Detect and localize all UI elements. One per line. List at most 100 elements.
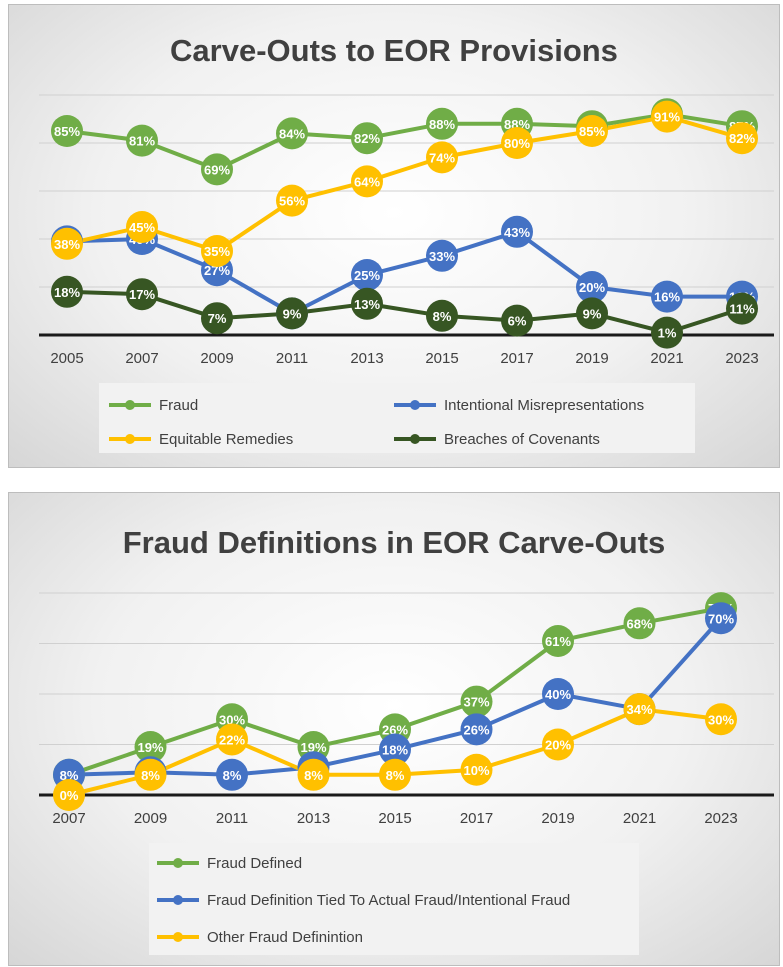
data-point (705, 602, 737, 635)
data-point (351, 287, 383, 320)
data-label: 30% (708, 712, 734, 727)
data-label: 81% (129, 134, 155, 149)
data-label: 8% (433, 309, 452, 324)
x-tick-label: 2011 (276, 350, 308, 367)
x-tick-label: 2023 (725, 350, 758, 367)
data-label: 7% (208, 311, 227, 326)
data-label: 88% (429, 117, 455, 132)
legend-marker (173, 932, 183, 942)
data-label: 33% (429, 249, 455, 264)
legend-marker (125, 400, 135, 410)
data-point (201, 153, 233, 186)
data-label: 85% (579, 124, 605, 139)
x-tick-label: 2009 (200, 350, 233, 367)
data-label: 88% (504, 117, 530, 132)
data-point (134, 731, 167, 764)
data-label: 11% (729, 302, 755, 317)
data-label: 22% (219, 732, 245, 747)
data-label: 85% (54, 124, 80, 139)
data-point (216, 758, 248, 791)
x-tick-label: 2007 (52, 810, 85, 827)
data-point (542, 728, 574, 761)
x-tick-label: 2021 (650, 350, 683, 367)
data-label: 17% (129, 287, 155, 302)
data-point (542, 678, 574, 710)
legend-label: Equitable Remedies (159, 431, 293, 448)
legend-marker (173, 895, 183, 905)
data-point (134, 758, 167, 791)
chart-panel-carve-outs: Carve-Outs to EOR Provisions 2005 2007 200… (8, 4, 780, 468)
data-point (126, 211, 158, 243)
legend-label: Breaches of Covenants (444, 431, 600, 448)
legend-marker (125, 434, 135, 444)
data-point (379, 733, 411, 766)
data-point (460, 685, 493, 718)
data-point (276, 184, 308, 217)
chart-carve-outs: Carve-Outs to EOR Provisions 2005 2007 200… (39, 33, 774, 453)
data-point (623, 693, 656, 726)
chart-panel-fraud-definitions: Fraud Definitions in EOR Carve-Outs 2007… (8, 492, 780, 966)
data-label: 82% (729, 131, 755, 146)
data-label: 8% (141, 768, 160, 783)
data-label: 74% (429, 150, 455, 165)
data-label: 91% (654, 110, 680, 125)
data-label: 26% (382, 722, 408, 737)
x-tick-label: 2011 (216, 810, 248, 827)
data-label: 8% (386, 768, 405, 783)
data-label: 35% (204, 244, 230, 259)
data-point (460, 753, 493, 786)
data-point (460, 713, 493, 746)
data-label: 9% (283, 306, 302, 321)
data-point (51, 275, 83, 308)
legend-box (149, 843, 639, 955)
series-line-1 (66, 229, 742, 316)
data-point (542, 624, 574, 657)
data-point (276, 297, 308, 330)
data-label: 13% (354, 297, 380, 312)
data-point (501, 127, 533, 159)
data-point (576, 115, 608, 147)
data-label: 1% (658, 326, 677, 341)
x-tick-label: 2013 (350, 350, 383, 367)
data-point (426, 239, 458, 272)
data-label: 20% (579, 280, 605, 295)
data-label: 8% (304, 768, 323, 783)
series-line-3 (66, 289, 743, 335)
data-label: 6% (508, 314, 527, 329)
data-point (651, 280, 683, 313)
data-point (576, 271, 608, 303)
data-point (379, 758, 411, 791)
data-point (126, 124, 158, 157)
data-point (201, 302, 233, 335)
data-point (501, 215, 533, 248)
data-label: 80% (504, 136, 530, 151)
legend-marker (410, 400, 420, 410)
data-label: 84% (279, 126, 305, 141)
x-tick-label: 2017 (500, 350, 533, 367)
data-label: 30% (219, 712, 245, 727)
data-point (705, 703, 737, 736)
series-line-2 (66, 114, 743, 253)
data-label: 82% (354, 131, 380, 146)
data-label: 56% (279, 194, 305, 209)
data-label: 9% (583, 306, 602, 321)
data-label: 26% (463, 722, 489, 737)
data-point (53, 779, 85, 811)
data-label: 40% (545, 687, 571, 702)
data-point (351, 122, 383, 155)
data-label: 25% (354, 268, 380, 283)
data-point (651, 100, 683, 133)
x-tick-label: 2005 (50, 350, 83, 367)
legend-label: Intentional Misrepresentations (444, 397, 644, 414)
data-point (726, 292, 758, 325)
data-label: 34% (626, 702, 652, 717)
data-point (51, 115, 83, 147)
data-point (576, 297, 608, 330)
data-label: 0% (60, 788, 79, 803)
chart-fraud-definitions: Fraud Definitions in EOR Carve-Outs 2007… (39, 525, 774, 955)
series-line-0 (66, 112, 743, 172)
x-tick-label: 2009 (134, 810, 167, 827)
legend-marker (173, 858, 183, 868)
x-tick-label: 2015 (378, 810, 411, 827)
data-point (351, 165, 383, 198)
